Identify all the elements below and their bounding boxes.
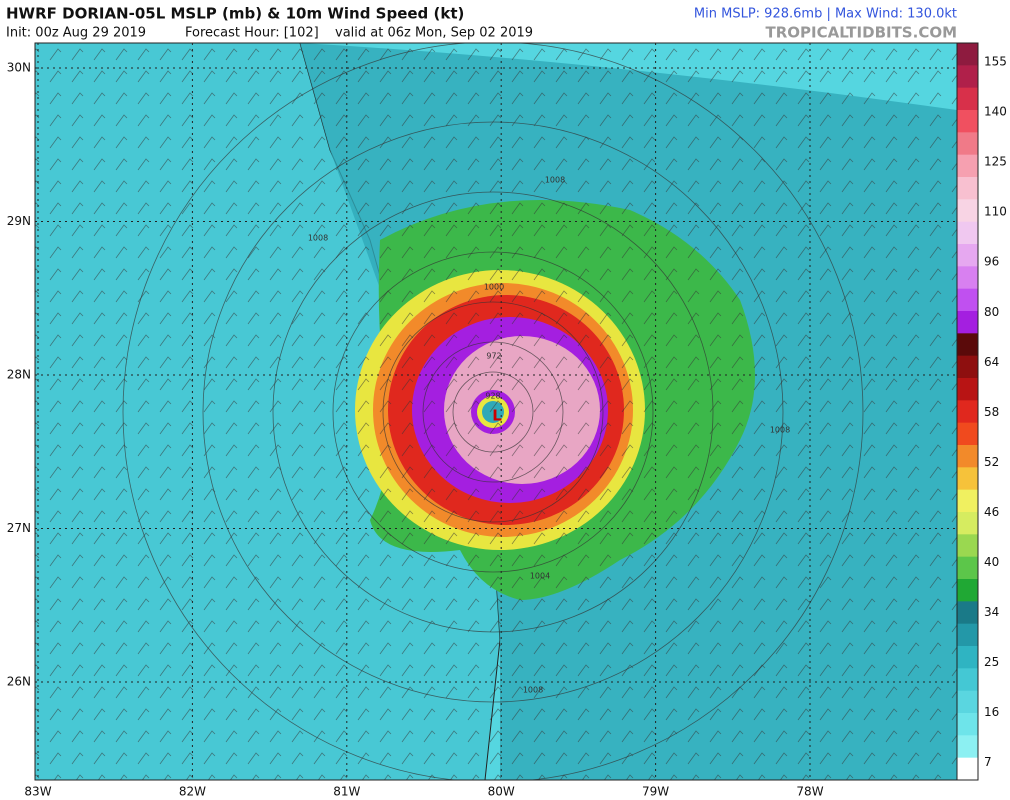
colorbar-label: 96 (984, 255, 999, 269)
colorbar-swatch (957, 110, 978, 133)
colorbar-label: 34 (984, 605, 999, 619)
colorbar-frame (956, 42, 979, 781)
colorbar-swatch (957, 668, 978, 692)
graticule (35, 43, 957, 780)
colorbar-swatch (957, 467, 978, 491)
contour-label: 972 (486, 352, 501, 361)
colorbar-swatch (957, 579, 978, 602)
title: HWRF DORIAN-05L MSLP (mb) & 10m Wind Spe… (6, 5, 464, 23)
contour-label: 928 (485, 392, 500, 401)
lat-label: 30N (7, 61, 31, 75)
map: L 1008 1008 1000 1004 1008 1008 972 928 (35, 43, 957, 780)
colorbar-swatch (957, 646, 978, 669)
colorbar-swatch (957, 355, 978, 379)
colorbar-swatch (957, 512, 978, 535)
wind-barbs (35, 43, 957, 780)
colorbar-swatch (957, 177, 978, 200)
colorbar-swatch (957, 735, 978, 759)
colorbar-label: 46 (984, 505, 999, 519)
colorbar-label: 110 (984, 205, 1007, 219)
colorbar-swatch (957, 489, 978, 513)
colorbar-label: 40 (984, 555, 999, 569)
contour-label: 1004 (530, 572, 550, 581)
colorbar-swatch (957, 311, 978, 334)
colorbar-swatch (957, 400, 978, 424)
forecast-hour: Forecast Hour: [102] (185, 26, 319, 41)
colorbar-swatch (957, 199, 978, 223)
colorbar-swatch (957, 623, 978, 647)
lon-label: 78W (796, 785, 823, 799)
colorbar-label: 125 (984, 155, 1007, 169)
lon-label: 80W (488, 785, 515, 799)
colorbar-label: 52 (984, 455, 999, 469)
colorbar-swatch (957, 534, 978, 558)
contour-label: 1008 (308, 234, 328, 243)
colorbar-label: 7 (984, 755, 992, 769)
contour-label: 1008 (523, 686, 543, 695)
colorbar-swatch (957, 132, 978, 156)
colorbar-swatch (957, 266, 978, 290)
low-center: L (492, 407, 502, 425)
colorbar-swatch (957, 221, 978, 245)
colorbar-swatch (957, 713, 978, 736)
colorbar-swatch (957, 333, 978, 357)
lat-label: 27N (7, 521, 31, 535)
colorbar-label: 58 (984, 405, 999, 419)
colorbar-label: 25 (984, 655, 999, 669)
colorbar-label: 140 (984, 105, 1007, 119)
lon-label: 79W (642, 785, 669, 799)
colorbar-swatch (957, 43, 978, 66)
colorbar-swatch (957, 378, 978, 401)
lat-label: 26N (7, 675, 31, 689)
init: Init: 00z Aug 29 2019 (6, 26, 146, 41)
valid-time: valid at 06z Mon, Sep 02 2019 (335, 26, 533, 41)
colorbar-swatch (957, 757, 978, 781)
colorbar-swatch (957, 601, 978, 625)
contour-label: 1008 (770, 426, 790, 435)
colorbar-swatch (957, 65, 978, 89)
lon-label: 81W (333, 785, 360, 799)
contour-label: 1000 (484, 283, 504, 292)
colorbar-label: 80 (984, 305, 999, 319)
colorbar-swatch (957, 556, 978, 580)
colorbar-swatch (957, 445, 978, 468)
colorbar-label: 64 (984, 355, 999, 369)
contour-labels: 1008 1008 1000 1004 1008 1008 972 928 (308, 176, 790, 695)
colorbar-swatch (957, 288, 978, 312)
colorbar-swatch (957, 422, 978, 446)
lon-label: 82W (179, 785, 206, 799)
colorbar-swatch (957, 87, 978, 111)
contour-label: 1008 (545, 176, 565, 185)
stats: Min MSLP: 928.6mb | Max Wind: 130.0kt (694, 7, 957, 22)
lat-label: 29N (7, 214, 31, 228)
colorbar-label: 16 (984, 705, 999, 719)
lon-label: 83W (24, 785, 51, 799)
colorbar-swatch (957, 244, 978, 267)
colorbar-swatch (957, 690, 978, 714)
colorbar-label: 155 (984, 55, 1007, 69)
lat-label: 28N (7, 368, 31, 382)
colorbar-swatch (957, 154, 978, 178)
axis-labels: 30N 29N 28N 27N 26N 83W 82W 81W 80W 79W 78W (7, 61, 824, 799)
colorbar: 155 140 125 110 96 80 64 58 52 46 40 34 25 16 7 (956, 42, 1007, 781)
site: TROPICALTIDBITS.COM (766, 24, 958, 42)
